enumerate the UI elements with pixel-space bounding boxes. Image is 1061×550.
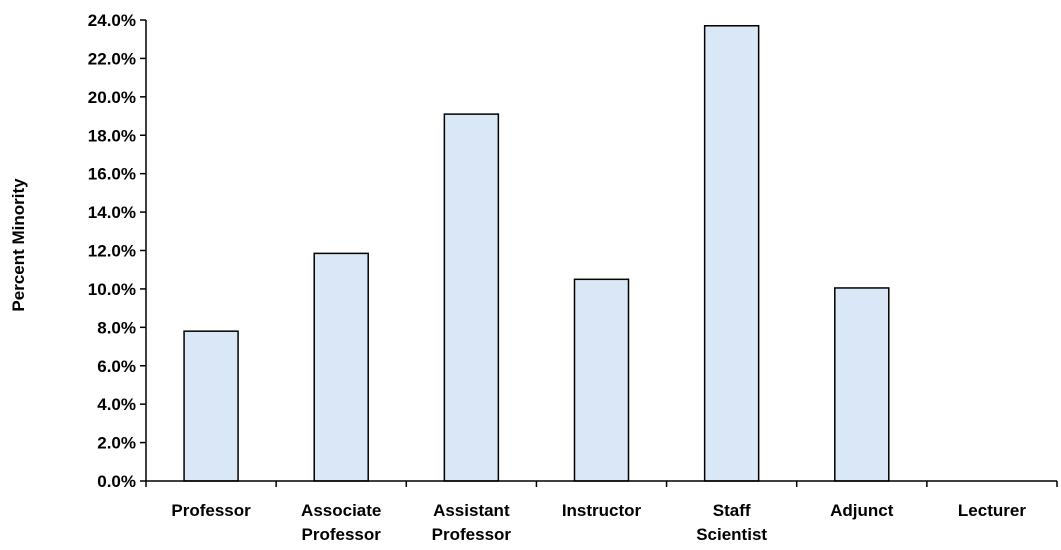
x-category-label: Adjunct <box>830 501 894 520</box>
y-tick-label: 12.0% <box>88 242 136 261</box>
bar <box>443 113 500 482</box>
bar <box>834 287 890 482</box>
bar <box>703 25 760 482</box>
y-tick-label: 8.0% <box>97 318 136 337</box>
y-tick-label: 2.0% <box>97 434 136 453</box>
axes <box>145 20 1058 487</box>
x-category-label: Associate Professor <box>301 501 381 544</box>
x-category-label: Instructor <box>562 501 642 520</box>
bar <box>573 278 630 482</box>
y-tick-label: 24.0% <box>88 11 136 30</box>
y-tick-label: 18.0% <box>88 126 136 145</box>
bar <box>183 330 239 482</box>
y-tick-label: 0.0% <box>97 472 136 491</box>
x-category-label: Professor <box>171 501 251 520</box>
y-tick-label: 22.0% <box>88 49 136 68</box>
y-axis-title: Percent Minority <box>9 178 28 312</box>
bar <box>313 252 369 482</box>
x-axis-labels: Professor Associate Professor Assistant Prof… <box>171 501 1026 544</box>
x-category-label: Lecturer <box>958 501 1026 520</box>
y-tick-label: 16.0% <box>88 165 136 184</box>
x-category-label: Assistant Professor <box>432 501 512 544</box>
y-tick-label: 14.0% <box>88 203 136 222</box>
y-tick-label: 6.0% <box>97 357 136 376</box>
bars <box>183 25 890 482</box>
y-axis-ticks: 0.0% 2.0% 4.0% 6.0% 8.0% 10.0% 12.0% 14.0% 16.0%… <box>88 11 146 491</box>
y-tick-label: 4.0% <box>97 395 136 414</box>
x-category-label: Staff Scientist <box>696 501 767 544</box>
y-tick-label: 10.0% <box>88 280 136 299</box>
y-tick-label: 20.0% <box>88 88 136 107</box>
